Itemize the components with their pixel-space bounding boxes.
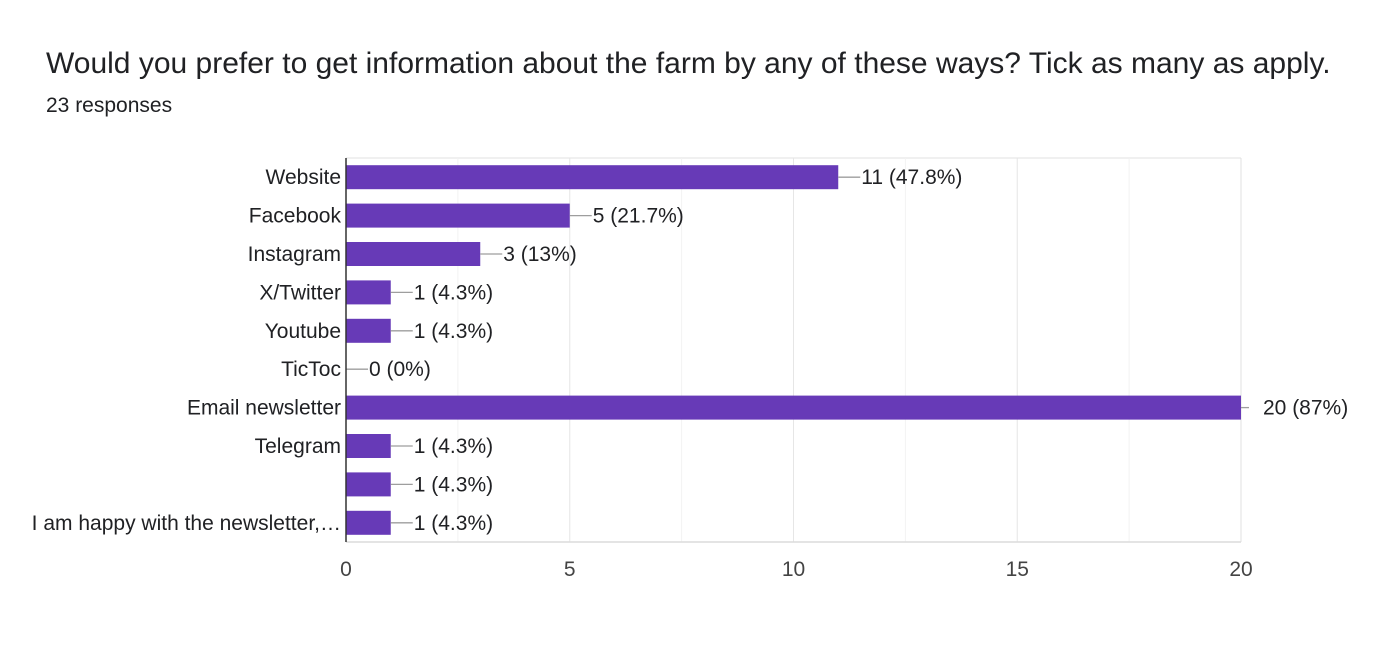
bar (346, 318, 391, 343)
x-tick-label: 20 (1229, 558, 1252, 581)
category-label: Telegram (255, 435, 341, 458)
category-label: Website (266, 166, 341, 189)
chart-title: Would you prefer to get information abou… (46, 47, 1331, 80)
category-label: Facebook (249, 205, 342, 228)
bar (346, 165, 839, 190)
bar (346, 203, 570, 228)
bar (346, 280, 391, 305)
data-label: 5 (21.7%) (593, 205, 684, 228)
data-label: 11 (47.8%) (861, 166, 962, 189)
data-label: 3 (13%) (503, 243, 577, 266)
category-label: Youtube (265, 320, 341, 343)
data-label: 20 (87%) (1263, 397, 1348, 420)
bar (346, 434, 391, 458)
x-tick-label: 15 (1006, 558, 1029, 581)
bar (346, 472, 391, 497)
data-label: 1 (4.3%) (414, 281, 493, 304)
category-label: TicToc (281, 358, 341, 381)
category-label: I am happy with the newsletter,… (32, 512, 341, 535)
data-label: 1 (4.3%) (414, 435, 493, 458)
category-label: Instagram (248, 243, 341, 266)
bar (346, 242, 481, 266)
x-tick-label: 10 (782, 558, 805, 581)
bar (346, 395, 1241, 420)
data-label: 1 (4.3%) (414, 473, 493, 496)
x-tick-label: 0 (340, 558, 352, 581)
data-label: 1 (4.3%) (414, 512, 493, 535)
category-label: Email newsletter (187, 397, 341, 420)
response-count: 23 responses (46, 94, 173, 117)
x-tick-label: 5 (564, 558, 576, 581)
bar (346, 510, 391, 535)
category-label: X/Twitter (259, 281, 341, 304)
data-label: 1 (4.3%) (414, 320, 493, 343)
data-label: 0 (0%) (369, 358, 431, 381)
